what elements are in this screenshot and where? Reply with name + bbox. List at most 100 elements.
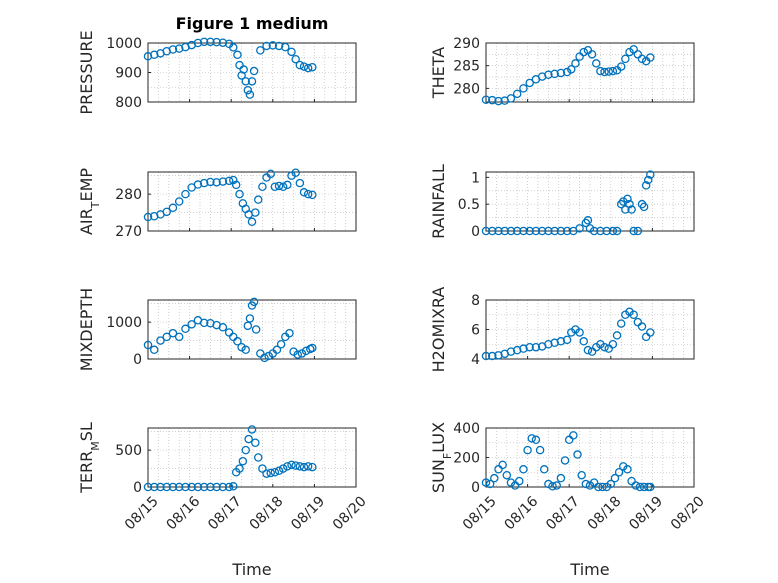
data-point xyxy=(174,482,184,492)
y-axis-label: SUNFLUX xyxy=(429,422,454,493)
y-axis-label: TERRMSL xyxy=(77,422,102,494)
x-tick-label: 08/15 xyxy=(460,493,500,533)
data-point xyxy=(212,37,221,47)
data-point xyxy=(193,38,203,48)
data-point xyxy=(583,345,593,355)
data-point xyxy=(206,177,215,187)
y-tick-label: 0 xyxy=(471,224,480,240)
data-point xyxy=(562,67,572,77)
data-point xyxy=(587,50,597,59)
data-point xyxy=(291,461,300,470)
data-point xyxy=(276,339,286,349)
x-tick-label: 08/17 xyxy=(543,493,583,533)
data-point xyxy=(235,189,244,199)
data-point xyxy=(635,482,645,492)
data-point xyxy=(291,54,300,64)
data-point xyxy=(525,226,534,236)
data-point xyxy=(646,170,655,179)
data-point xyxy=(156,482,165,492)
data-point xyxy=(623,465,632,474)
data-point xyxy=(262,469,271,478)
data-point xyxy=(519,465,528,474)
data-point xyxy=(308,343,317,353)
data-point xyxy=(556,473,566,483)
data-point xyxy=(270,182,280,191)
data-point xyxy=(244,434,253,444)
data-point xyxy=(218,177,228,186)
data-point xyxy=(596,66,605,76)
data-point xyxy=(308,190,317,200)
data-point xyxy=(544,70,553,80)
data-point xyxy=(604,67,613,76)
data-point xyxy=(243,321,253,331)
data-point xyxy=(608,66,618,76)
data-point xyxy=(519,344,528,353)
subplot-sun-flux: 0 200 400 08/15 08/16 08/17 08/18 08/19 08/20 SUN… xyxy=(429,421,708,579)
data-point xyxy=(629,310,638,319)
data-point xyxy=(258,182,267,191)
data-point xyxy=(512,89,522,99)
data-point xyxy=(577,470,586,480)
plot-area xyxy=(147,171,357,232)
data-point xyxy=(287,47,296,57)
data-point xyxy=(560,456,570,465)
data-point xyxy=(627,205,636,214)
y-tick-label: 290 xyxy=(453,36,480,52)
data-point xyxy=(143,212,153,222)
data-point xyxy=(498,460,507,470)
data-point xyxy=(229,43,238,52)
data-point xyxy=(149,345,159,355)
data-point xyxy=(531,435,541,445)
y-tick-label: 0.5 xyxy=(458,197,480,213)
x-tick-label: 08/20 xyxy=(668,493,708,533)
data-point xyxy=(614,467,624,477)
data-point xyxy=(589,226,599,236)
data-point xyxy=(174,332,184,342)
data-point xyxy=(143,340,153,350)
x-tick-label: 08/15 xyxy=(122,493,162,533)
y-tick-label: 900 xyxy=(115,66,142,82)
data-point xyxy=(579,47,589,57)
data-point xyxy=(143,52,153,61)
data-point xyxy=(251,208,260,217)
data-point xyxy=(229,482,238,491)
data-point xyxy=(193,482,203,492)
data-point xyxy=(550,69,559,79)
subplot-theta: 280 285 290 THETA xyxy=(429,36,695,106)
data-point xyxy=(181,324,190,334)
data-point xyxy=(212,178,221,187)
data-point xyxy=(575,328,584,337)
data-point xyxy=(506,94,516,103)
x-tick-label: 08/18 xyxy=(247,493,287,533)
data-point xyxy=(646,53,655,62)
data-point xyxy=(539,465,549,474)
data-point xyxy=(612,331,622,340)
y-tick-label: 400 xyxy=(453,421,480,437)
x-axis-label: Time xyxy=(569,560,609,579)
data-point xyxy=(162,482,171,492)
data-point xyxy=(535,445,545,455)
data-point xyxy=(623,194,632,204)
subplot-h2omixra: 4 6 8 H2OMIXRA xyxy=(429,287,695,373)
x-tick-label: 08/18 xyxy=(585,493,625,533)
plot-frame xyxy=(147,427,357,488)
data-point xyxy=(283,180,292,190)
y-tick-label: 270 xyxy=(115,224,142,240)
y-tick-label: 0 xyxy=(133,480,142,496)
y-tick-label: 1000 xyxy=(106,315,142,331)
data-point xyxy=(523,445,532,455)
data-point xyxy=(548,482,557,491)
data-point xyxy=(235,464,244,473)
y-axis-label: PRESSURE xyxy=(77,30,96,114)
data-point xyxy=(621,54,630,64)
x-tick-label: 08/16 xyxy=(502,493,542,533)
data-point xyxy=(631,481,641,490)
data-point xyxy=(308,62,317,72)
data-point xyxy=(594,482,603,492)
y-axis-label: H2OMIXRA xyxy=(429,287,448,373)
data-point xyxy=(262,41,271,51)
data-point xyxy=(591,59,601,68)
data-point xyxy=(287,460,296,470)
y-axis-label: MIXDEPTH xyxy=(77,288,96,371)
data-point xyxy=(149,482,159,492)
